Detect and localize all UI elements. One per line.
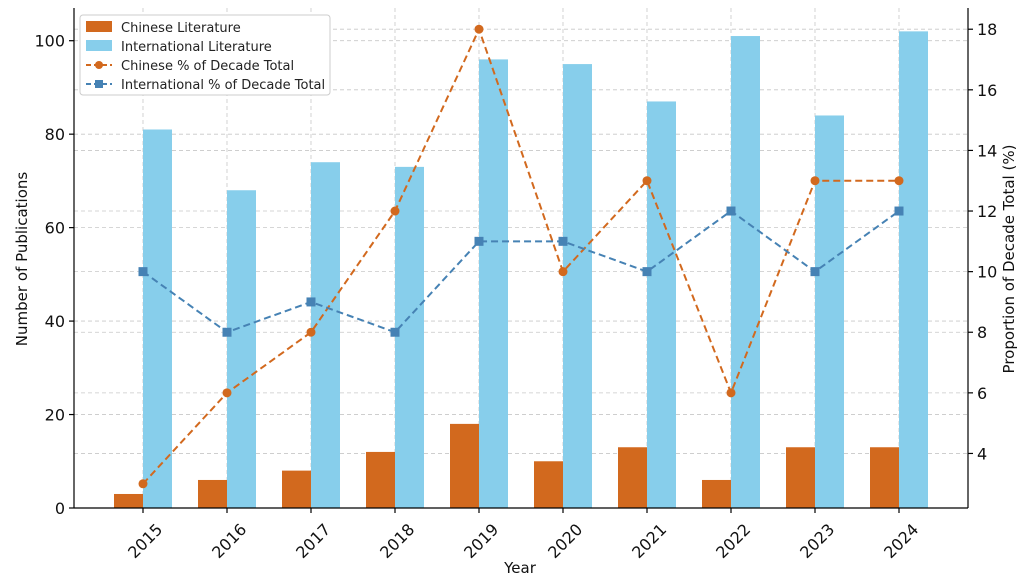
bar-international-2015	[143, 129, 172, 508]
point-international-pct-2018	[390, 327, 400, 337]
bar-chinese-2018	[366, 451, 395, 508]
legend-frame	[79, 14, 331, 96]
x-tick-label-2022: 2022	[712, 520, 754, 562]
x-tick-label-2015: 2015	[124, 520, 166, 562]
bar-chinese-2016	[198, 479, 227, 508]
point-chinese-pct-2023	[810, 176, 820, 186]
legend-label-chinese-pct: Chinese % of Decade Total	[121, 59, 294, 74]
x-axis-title: Year	[503, 559, 537, 577]
y-tick-label-0: 0	[55, 499, 65, 518]
bar-international-2024	[899, 31, 928, 508]
point-international-pct-2021	[642, 267, 652, 277]
bar-chinese-2021	[618, 447, 647, 508]
y2-tick-label-10: 10	[977, 263, 997, 282]
legend: Chinese Literature International Literatu…	[79, 14, 331, 96]
point-international-pct-2020	[558, 236, 568, 246]
line-chinese-pct	[142, 26, 899, 485]
legend-marker-chinese-pct	[95, 61, 103, 69]
point-chinese-pct-2018	[390, 206, 400, 216]
legend-label-international-pct: International % of Decade Total	[121, 78, 325, 93]
bar-international-2020	[563, 64, 592, 508]
x-tick-label-2023: 2023	[796, 520, 838, 562]
point-chinese-pct-2016	[222, 388, 232, 398]
point-international-pct-2016	[222, 327, 232, 337]
x-tick-label-2019: 2019	[460, 520, 502, 562]
x-tick-label-2020: 2020	[544, 520, 586, 562]
bar-international-2018	[395, 166, 424, 508]
bar-international-2017	[311, 162, 340, 508]
y-tick-label-60: 60	[45, 219, 65, 238]
y2-tick-label-8: 8	[977, 323, 987, 342]
bar-international-2021	[647, 101, 676, 508]
bar-international-2023	[815, 115, 844, 509]
point-international-pct-2022	[726, 206, 736, 216]
legend-label-chinese-literature: Chinese Literature	[121, 21, 241, 36]
point-chinese-pct-2015	[138, 479, 148, 489]
bar-international-2022	[731, 36, 760, 508]
point-international-pct-2017	[306, 297, 316, 307]
bar-international-2016	[227, 190, 256, 509]
y-tick-label-80: 80	[45, 125, 65, 144]
point-international-pct-2019	[474, 236, 484, 246]
point-chinese-pct-2021	[642, 176, 652, 186]
point-international-pct-2015	[138, 267, 148, 277]
legend-label-international-literature: International Literature	[121, 40, 272, 55]
bar-chinese-2023	[786, 447, 815, 508]
x-tick-label-2024: 2024	[880, 520, 922, 562]
y2-tick-label-14: 14	[977, 141, 997, 160]
y2-tick-label-16: 16	[977, 81, 997, 100]
bar-chinese-2017	[282, 470, 311, 508]
y2-tick-label-18: 18	[977, 20, 997, 39]
point-chinese-pct-2022	[726, 388, 736, 398]
y-tick-label-40: 40	[45, 312, 65, 331]
y2-axis-title: Proportion of Decade Total (%)	[1000, 145, 1018, 374]
bars-layer	[114, 31, 928, 509]
y2-tick-label-6: 6	[977, 384, 987, 403]
bar-chinese-2022	[702, 479, 731, 508]
legend-marker-international-pct	[95, 80, 103, 88]
bar-chinese-2015	[114, 493, 143, 508]
point-chinese-pct-2017	[306, 327, 316, 337]
legend-items: Chinese Literature International Literatu…	[86, 21, 325, 93]
bar-chinese-2019	[450, 423, 479, 508]
y2-tick-label-12: 12	[977, 202, 997, 221]
line-international-pct	[142, 209, 900, 334]
bar-chinese-2024	[870, 447, 899, 508]
y-axis-title: Number of Publications	[13, 172, 31, 347]
point-international-pct-2023	[810, 267, 820, 277]
point-chinese-pct-2020	[558, 267, 568, 277]
y-tick-label-100: 100	[34, 32, 65, 51]
point-chinese-pct-2024	[894, 176, 904, 186]
point-chinese-pct-2019	[474, 24, 484, 34]
legend-swatch-international-literature	[86, 40, 112, 51]
x-tick-label-2021: 2021	[628, 520, 670, 562]
y-tick-label-20: 20	[45, 406, 65, 425]
point-international-pct-2024	[894, 206, 904, 216]
x-tick-label-2017: 2017	[292, 520, 334, 562]
x-tick-label-2018: 2018	[376, 520, 418, 562]
lines-layer	[138, 24, 904, 489]
x-tick-label-2016: 2016	[208, 520, 250, 562]
bar-international-2019	[479, 59, 508, 509]
legend-swatch-chinese-literature	[86, 21, 112, 32]
bar-chinese-2020	[534, 461, 563, 508]
y2-tick-label-4: 4	[977, 444, 987, 463]
